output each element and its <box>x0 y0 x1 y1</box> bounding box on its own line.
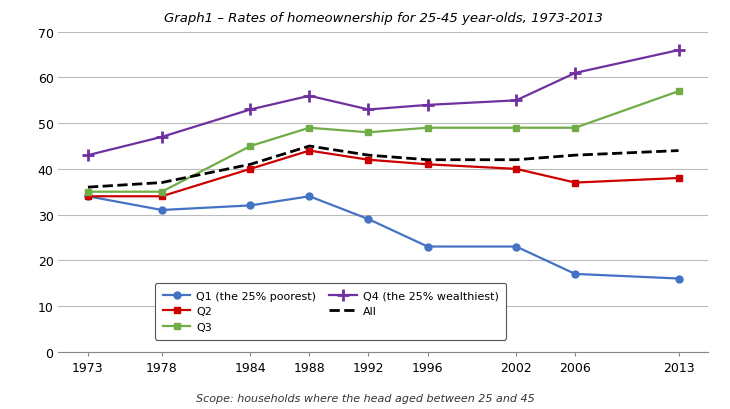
Title: Graph1 – Rates of homeownership for 25-45 year-olds, 1973-2013: Graph1 – Rates of homeownership for 25-4… <box>164 12 603 25</box>
Legend: Q1 (the 25% poorest), Q2, Q3, Q4 (the 25% wealthiest), All: Q1 (the 25% poorest), Q2, Q3, Q4 (the 25… <box>155 283 507 340</box>
Text: Scope: households where the head aged between 25 and 45: Scope: households where the head aged be… <box>196 393 534 403</box>
